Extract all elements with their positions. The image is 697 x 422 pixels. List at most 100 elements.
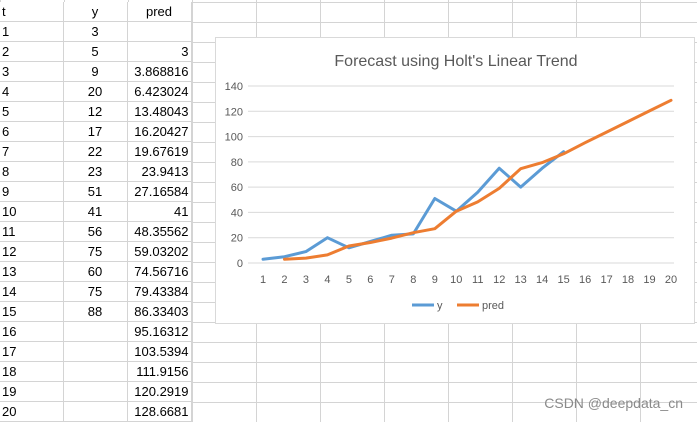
cell[interactable]: 75 (63, 281, 128, 302)
cell[interactable]: 7 (0, 141, 64, 162)
x-tick-label: 2 (281, 274, 287, 286)
table-row: 19 120.2919 (0, 381, 192, 402)
cell[interactable] (127, 21, 192, 42)
cell[interactable]: 103.5394 (127, 341, 192, 362)
cell[interactable]: 13 (0, 261, 64, 282)
cell[interactable]: 22 (63, 141, 128, 162)
table-row: 9 51 27.16584 (0, 181, 192, 202)
table-row: 11 56 48.35562 (0, 221, 192, 242)
cell[interactable]: 19.67619 (127, 141, 192, 162)
chart-series (261, 98, 673, 261)
cell[interactable]: 3 (0, 61, 64, 82)
cell[interactable]: 60 (63, 261, 128, 282)
cell[interactable]: 6.423024 (127, 81, 192, 102)
cell[interactable]: 12 (63, 101, 128, 122)
cell[interactable]: 41 (127, 201, 192, 222)
cell[interactable]: 23.9413 (127, 161, 192, 182)
chart-title: Forecast using Holt's Linear Trend (334, 53, 577, 70)
x-tick-label: 20 (665, 274, 677, 286)
cell[interactable]: 74.56716 (127, 261, 192, 282)
x-tick-label: 4 (324, 274, 330, 286)
series-line-pred (283, 98, 673, 261)
table-row: 10 41 41 (0, 201, 192, 222)
cell[interactable]: 5 (0, 101, 64, 122)
cell[interactable]: 95.16312 (127, 321, 192, 342)
line-chart[interactable]: Forecast using Holt's Linear Trend 0 20 40… (215, 37, 695, 324)
cell[interactable]: 128.6681 (127, 401, 192, 422)
y-tick-label: 40 (231, 207, 243, 219)
cell[interactable]: 23 (63, 161, 128, 182)
cell[interactable]: 12 (0, 241, 64, 262)
cell[interactable]: 16.20427 (127, 121, 192, 142)
cell[interactable]: 14 (0, 281, 64, 302)
cell[interactable] (63, 321, 128, 342)
cell[interactable]: 10 (0, 201, 64, 222)
cell[interactable] (63, 381, 128, 402)
x-tick-label: 10 (450, 274, 462, 286)
cell[interactable]: 8 (0, 161, 64, 182)
cell[interactable]: 9 (0, 181, 64, 202)
cell[interactable] (63, 361, 128, 382)
cell[interactable]: 20 (0, 401, 64, 422)
cell[interactable]: 51 (63, 181, 128, 202)
cell[interactable]: 15 (0, 301, 64, 322)
y-axis: 0 20 40 60 80 100 120 140 (225, 81, 243, 270)
cell[interactable]: 111.9156 (127, 361, 192, 382)
cell[interactable]: 59.03202 (127, 241, 192, 262)
x-tick-label: 15 (558, 274, 570, 286)
cell[interactable]: 6 (0, 121, 64, 142)
cell[interactable]: 20 (63, 81, 128, 102)
x-tick-label: 5 (346, 274, 352, 286)
cell[interactable]: 17 (63, 121, 128, 142)
cell[interactable] (63, 341, 128, 362)
cell[interactable]: 27.16584 (127, 181, 192, 202)
cell[interactable]: 79.43384 (127, 281, 192, 302)
cell[interactable]: 120.2919 (127, 381, 192, 402)
table-row: 14 75 79.43384 (0, 281, 192, 302)
cell[interactable]: 75 (63, 241, 128, 262)
table-row: 5 12 13.48043 (0, 101, 192, 122)
chart-canvas: Forecast using Holt's Linear Trend 02040… (225, 53, 677, 312)
cell[interactable]: 88 (63, 301, 128, 322)
cell[interactable]: 16 (0, 321, 64, 342)
table-row: 15 88 86.33403 (0, 301, 192, 322)
x-tick-label: 17 (600, 274, 612, 286)
x-tick-label: 3 (303, 274, 309, 286)
x-tick-label: 6 (367, 274, 373, 286)
header-row: t y pred (0, 2, 192, 22)
y-tick-label: 80 (231, 157, 243, 169)
cell[interactable]: 86.33403 (127, 301, 192, 322)
table-row: 6 17 16.20427 (0, 121, 192, 142)
cell[interactable]: 48.35562 (127, 221, 192, 242)
table-row: 7 22 19.67619 (0, 141, 192, 162)
table-row: 16 95.16312 (0, 321, 192, 342)
column-header[interactable]: pred (127, 2, 192, 22)
cell[interactable]: 3 (63, 21, 128, 42)
y-tick-label: 100 (225, 132, 243, 144)
cell[interactable] (63, 401, 128, 422)
legend-label: y (437, 300, 443, 312)
cell[interactable]: 1 (0, 21, 64, 42)
table-row: 3 9 3.868816 (0, 61, 192, 82)
cell[interactable]: 18 (0, 361, 64, 382)
x-tick-label: 11 (472, 274, 483, 286)
table-row: 18 111.9156 (0, 361, 192, 382)
cell[interactable]: 3.868816 (127, 61, 192, 82)
cell[interactable]: 9 (63, 61, 128, 82)
x-tick-label: 7 (389, 274, 395, 286)
cell[interactable]: 41 (63, 201, 128, 222)
cell[interactable]: 19 (0, 381, 64, 402)
cell[interactable]: 13.48043 (127, 101, 192, 122)
cell[interactable]: 5 (63, 41, 128, 62)
cell[interactable]: 17 (0, 341, 64, 362)
column-header[interactable]: t (0, 2, 64, 22)
x-tick-label: 12 (493, 274, 505, 286)
y-tick-label: 120 (225, 106, 243, 118)
column-header[interactable]: y (63, 2, 128, 22)
x-tick-label: 9 (432, 274, 438, 286)
cell[interactable]: 3 (127, 41, 192, 62)
cell[interactable]: 2 (0, 41, 64, 62)
cell[interactable]: 11 (0, 221, 64, 242)
cell[interactable]: 56 (63, 221, 128, 242)
cell[interactable]: 4 (0, 81, 64, 102)
